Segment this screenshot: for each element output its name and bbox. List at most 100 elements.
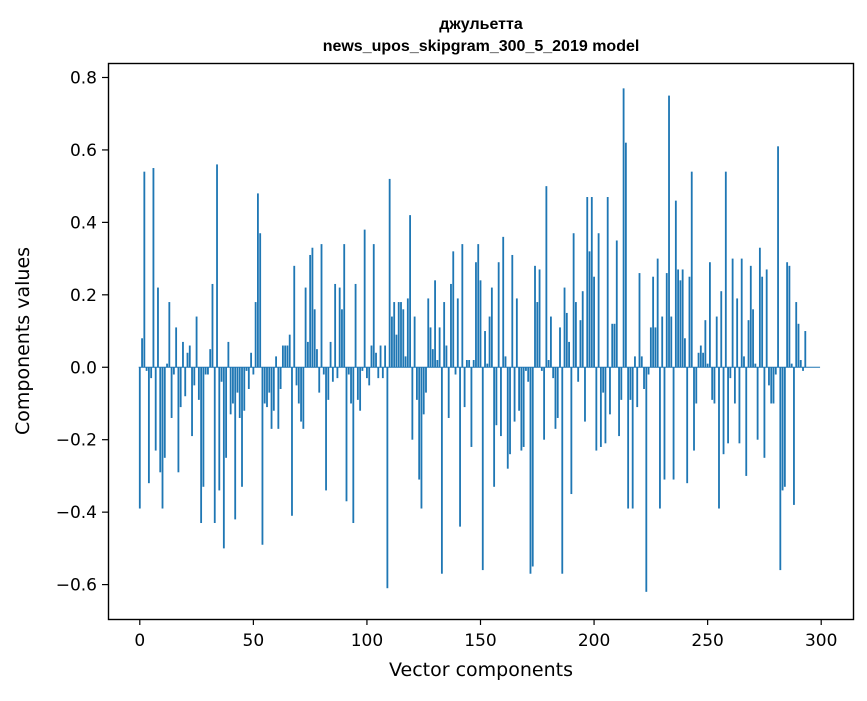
bar bbox=[250, 352, 253, 368]
bar bbox=[422, 367, 425, 415]
bar bbox=[243, 367, 246, 411]
bar bbox=[665, 273, 668, 368]
bar bbox=[509, 367, 511, 455]
bar bbox=[572, 233, 575, 368]
bar bbox=[681, 269, 684, 368]
bar bbox=[461, 244, 464, 368]
bar bbox=[397, 302, 400, 368]
bar bbox=[202, 367, 205, 487]
bar bbox=[188, 345, 191, 368]
bar bbox=[563, 287, 566, 368]
bar bbox=[520, 367, 523, 451]
bar bbox=[225, 367, 228, 458]
bar bbox=[472, 360, 475, 368]
bar bbox=[731, 258, 734, 368]
bar bbox=[488, 316, 491, 368]
bar bbox=[216, 164, 218, 368]
bar bbox=[445, 345, 448, 368]
bar bbox=[207, 367, 209, 375]
bar bbox=[245, 367, 248, 371]
bar bbox=[579, 320, 582, 368]
bar bbox=[554, 367, 557, 429]
y-axis-label: Components values bbox=[12, 247, 34, 435]
bar bbox=[145, 367, 148, 371]
bar bbox=[147, 367, 150, 484]
bar bbox=[263, 367, 266, 404]
bar bbox=[275, 356, 277, 368]
x-tick-label: 0 bbox=[134, 631, 145, 651]
bar bbox=[574, 302, 577, 368]
bar bbox=[284, 345, 287, 368]
bar bbox=[366, 367, 368, 379]
bar bbox=[384, 345, 387, 368]
bar bbox=[484, 331, 486, 368]
bar bbox=[656, 258, 659, 368]
bar bbox=[781, 367, 784, 491]
bar bbox=[272, 367, 275, 411]
bar bbox=[411, 367, 414, 440]
bar bbox=[370, 345, 373, 368]
bar bbox=[672, 367, 675, 480]
bar bbox=[447, 367, 450, 418]
bar bbox=[584, 367, 586, 422]
bar bbox=[234, 367, 237, 520]
bar bbox=[334, 283, 337, 368]
bar bbox=[252, 367, 255, 375]
bar bbox=[777, 146, 779, 368]
bar bbox=[341, 309, 343, 368]
bar bbox=[647, 367, 650, 375]
bar bbox=[320, 244, 323, 368]
bar bbox=[559, 327, 561, 368]
bar bbox=[456, 298, 459, 368]
bar bbox=[677, 269, 680, 368]
bar bbox=[643, 367, 645, 389]
bar bbox=[279, 367, 282, 389]
bar bbox=[197, 367, 200, 400]
bar bbox=[161, 367, 164, 509]
bar bbox=[615, 240, 618, 368]
bar bbox=[670, 316, 673, 368]
bar bbox=[402, 309, 405, 368]
bar bbox=[193, 367, 196, 386]
bar bbox=[268, 367, 271, 393]
bar bbox=[443, 302, 446, 368]
bar bbox=[752, 309, 754, 368]
bar bbox=[495, 367, 498, 426]
bar bbox=[345, 367, 348, 502]
bar bbox=[450, 283, 452, 368]
bar bbox=[379, 345, 382, 368]
bar bbox=[793, 367, 795, 505]
bar bbox=[686, 367, 689, 484]
bar bbox=[774, 367, 777, 375]
bar bbox=[550, 316, 552, 368]
y-tick-label: 0.8 bbox=[70, 68, 97, 88]
bar bbox=[191, 367, 193, 437]
bar bbox=[393, 302, 396, 368]
bar bbox=[429, 327, 432, 368]
bar bbox=[316, 349, 318, 368]
bar bbox=[475, 262, 477, 368]
bar bbox=[629, 367, 632, 400]
chart-title-line-1: джульетта bbox=[439, 16, 523, 33]
bar bbox=[438, 327, 441, 368]
bar bbox=[259, 233, 262, 368]
bar bbox=[795, 302, 798, 368]
bar bbox=[209, 349, 212, 368]
bar bbox=[477, 244, 480, 368]
bar bbox=[618, 367, 620, 437]
bar bbox=[338, 287, 341, 368]
bar bbox=[309, 254, 312, 368]
bar bbox=[624, 142, 627, 368]
bar bbox=[518, 367, 521, 411]
bar bbox=[391, 316, 393, 368]
bar bbox=[552, 367, 555, 379]
bar bbox=[747, 320, 750, 368]
y-tick-label: 0.4 bbox=[70, 213, 97, 233]
bar bbox=[733, 367, 736, 404]
bar bbox=[141, 338, 143, 368]
y-tick-label: 0.6 bbox=[70, 141, 97, 161]
bar bbox=[166, 363, 168, 368]
bar bbox=[172, 367, 175, 375]
bar bbox=[684, 338, 686, 368]
bar bbox=[247, 367, 250, 389]
